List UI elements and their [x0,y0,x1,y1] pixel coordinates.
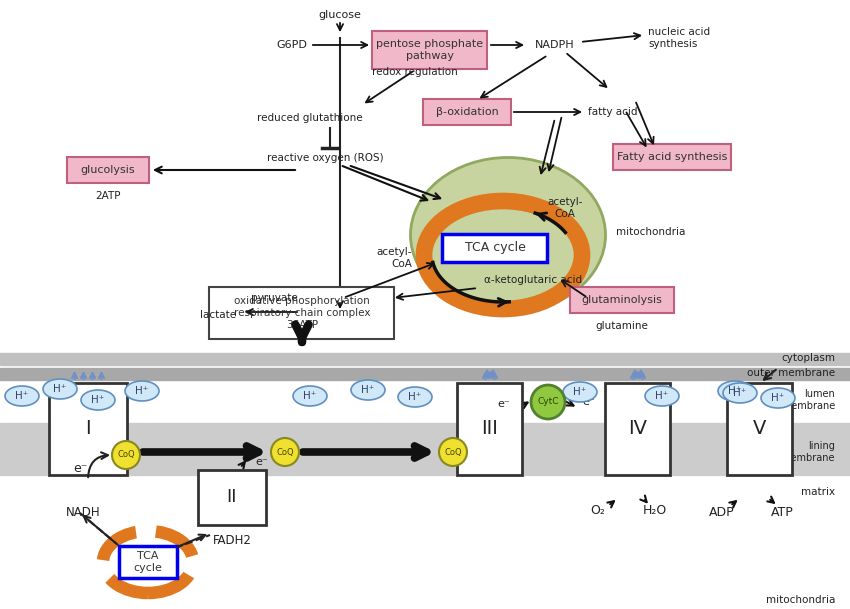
Text: nucleic acid
synthesis: nucleic acid synthesis [648,27,710,49]
Bar [728,383,792,475]
Text: mitochondria: mitochondria [616,227,685,237]
Circle shape [531,385,565,419]
Text: H⁺: H⁺ [54,384,66,394]
Bar [0,368,850,380]
Text: pyruvate: pyruvate [252,293,298,303]
Ellipse shape [645,386,679,406]
Bar [443,234,547,262]
Text: H⁺: H⁺ [771,393,785,403]
Ellipse shape [761,388,795,408]
Text: glutamine: glutamine [596,321,649,331]
Ellipse shape [81,390,115,410]
Text: β-oxidation: β-oxidation [435,107,498,117]
Ellipse shape [723,383,757,403]
Text: acetyl-
CoA: acetyl- CoA [377,247,412,269]
Text: CoQ: CoQ [445,448,462,457]
Ellipse shape [563,382,597,402]
Text: H⁺: H⁺ [135,386,149,396]
Text: III: III [482,420,498,438]
Text: lumen
intermembrane: lumen intermembrane [759,389,835,411]
Text: e⁻: e⁻ [255,457,268,467]
Bar [423,99,511,125]
Circle shape [112,441,140,469]
Text: glucolysis: glucolysis [81,165,135,175]
Text: reduced glutathione: reduced glutathione [258,113,363,123]
Text: redox regulation: redox regulation [372,67,458,77]
Text: O₂: O₂ [591,504,605,516]
Text: lining
membrane: lining membrane [781,441,835,463]
Text: H⁺: H⁺ [91,395,105,405]
Circle shape [439,438,467,466]
Text: glutaminolysis: glutaminolysis [581,295,662,305]
Text: H⁺: H⁺ [728,386,741,396]
Text: CoQ: CoQ [276,448,294,457]
Bar [372,31,488,69]
Text: TCA
cycle: TCA cycle [133,551,162,573]
Ellipse shape [125,381,159,401]
Circle shape [271,438,299,466]
Text: 2ATP: 2ATP [95,191,121,201]
Text: G6PD: G6PD [276,40,307,50]
Text: α-ketoglutaric acid: α-ketoglutaric acid [484,275,582,285]
Text: H⁺: H⁺ [655,391,669,401]
Text: e⁻: e⁻ [73,462,88,474]
Text: mitochondria: mitochondria [766,595,835,605]
Text: H₂O: H₂O [643,504,667,516]
Text: acetyl-
CoA: acetyl- CoA [547,197,583,219]
Text: glucose: glucose [319,10,361,20]
Text: ATP: ATP [771,505,793,518]
Bar [457,383,523,475]
Text: NADPH: NADPH [536,40,575,50]
Text: outer membrane: outer membrane [747,368,835,378]
Text: CytC: CytC [537,398,558,406]
Text: matrix: matrix [801,487,835,497]
Text: Fatty acid synthesis: Fatty acid synthesis [617,152,728,162]
Text: lactate: lactate [200,310,236,320]
Text: fatty acid: fatty acid [588,107,638,117]
Bar [67,157,149,183]
Text: H⁺: H⁺ [361,385,375,395]
Text: H⁺: H⁺ [15,391,29,401]
Bar [209,287,394,339]
Ellipse shape [293,386,327,406]
Ellipse shape [5,386,39,406]
Text: H⁺: H⁺ [574,387,586,397]
Text: II: II [227,488,237,507]
Text: e⁻: e⁻ [497,399,510,409]
Bar [119,546,177,578]
Text: IV: IV [628,420,648,438]
Text: e⁻: e⁻ [582,397,595,407]
Text: oxidative phosphorylation
respiratory chain complex
36ATP: oxidative phosphorylation respiratory ch… [234,297,371,329]
Ellipse shape [351,380,385,400]
Text: H⁺: H⁺ [303,391,316,401]
Text: ADP: ADP [709,505,734,518]
Text: H⁺: H⁺ [408,392,422,402]
Ellipse shape [43,379,77,399]
Text: H⁺: H⁺ [734,388,746,398]
Text: V: V [753,420,767,438]
Ellipse shape [718,381,752,401]
Text: NADH: NADH [65,505,100,518]
Text: FADH2: FADH2 [212,533,252,546]
Bar [49,383,127,475]
Text: cytoplasm: cytoplasm [781,353,835,363]
Text: pentose phosphate
pathway: pentose phosphate pathway [377,39,484,61]
Bar [198,470,266,525]
Ellipse shape [398,387,432,407]
Bar [0,353,850,365]
Bar [613,144,731,170]
Bar [570,287,674,313]
Ellipse shape [411,158,605,312]
Text: reactive oxygen (ROS): reactive oxygen (ROS) [267,153,383,163]
Text: I: I [85,420,91,438]
Text: TCA cycle: TCA cycle [465,242,525,255]
Bar [0,423,850,475]
Bar [605,383,671,475]
Text: CoQ: CoQ [117,451,135,460]
